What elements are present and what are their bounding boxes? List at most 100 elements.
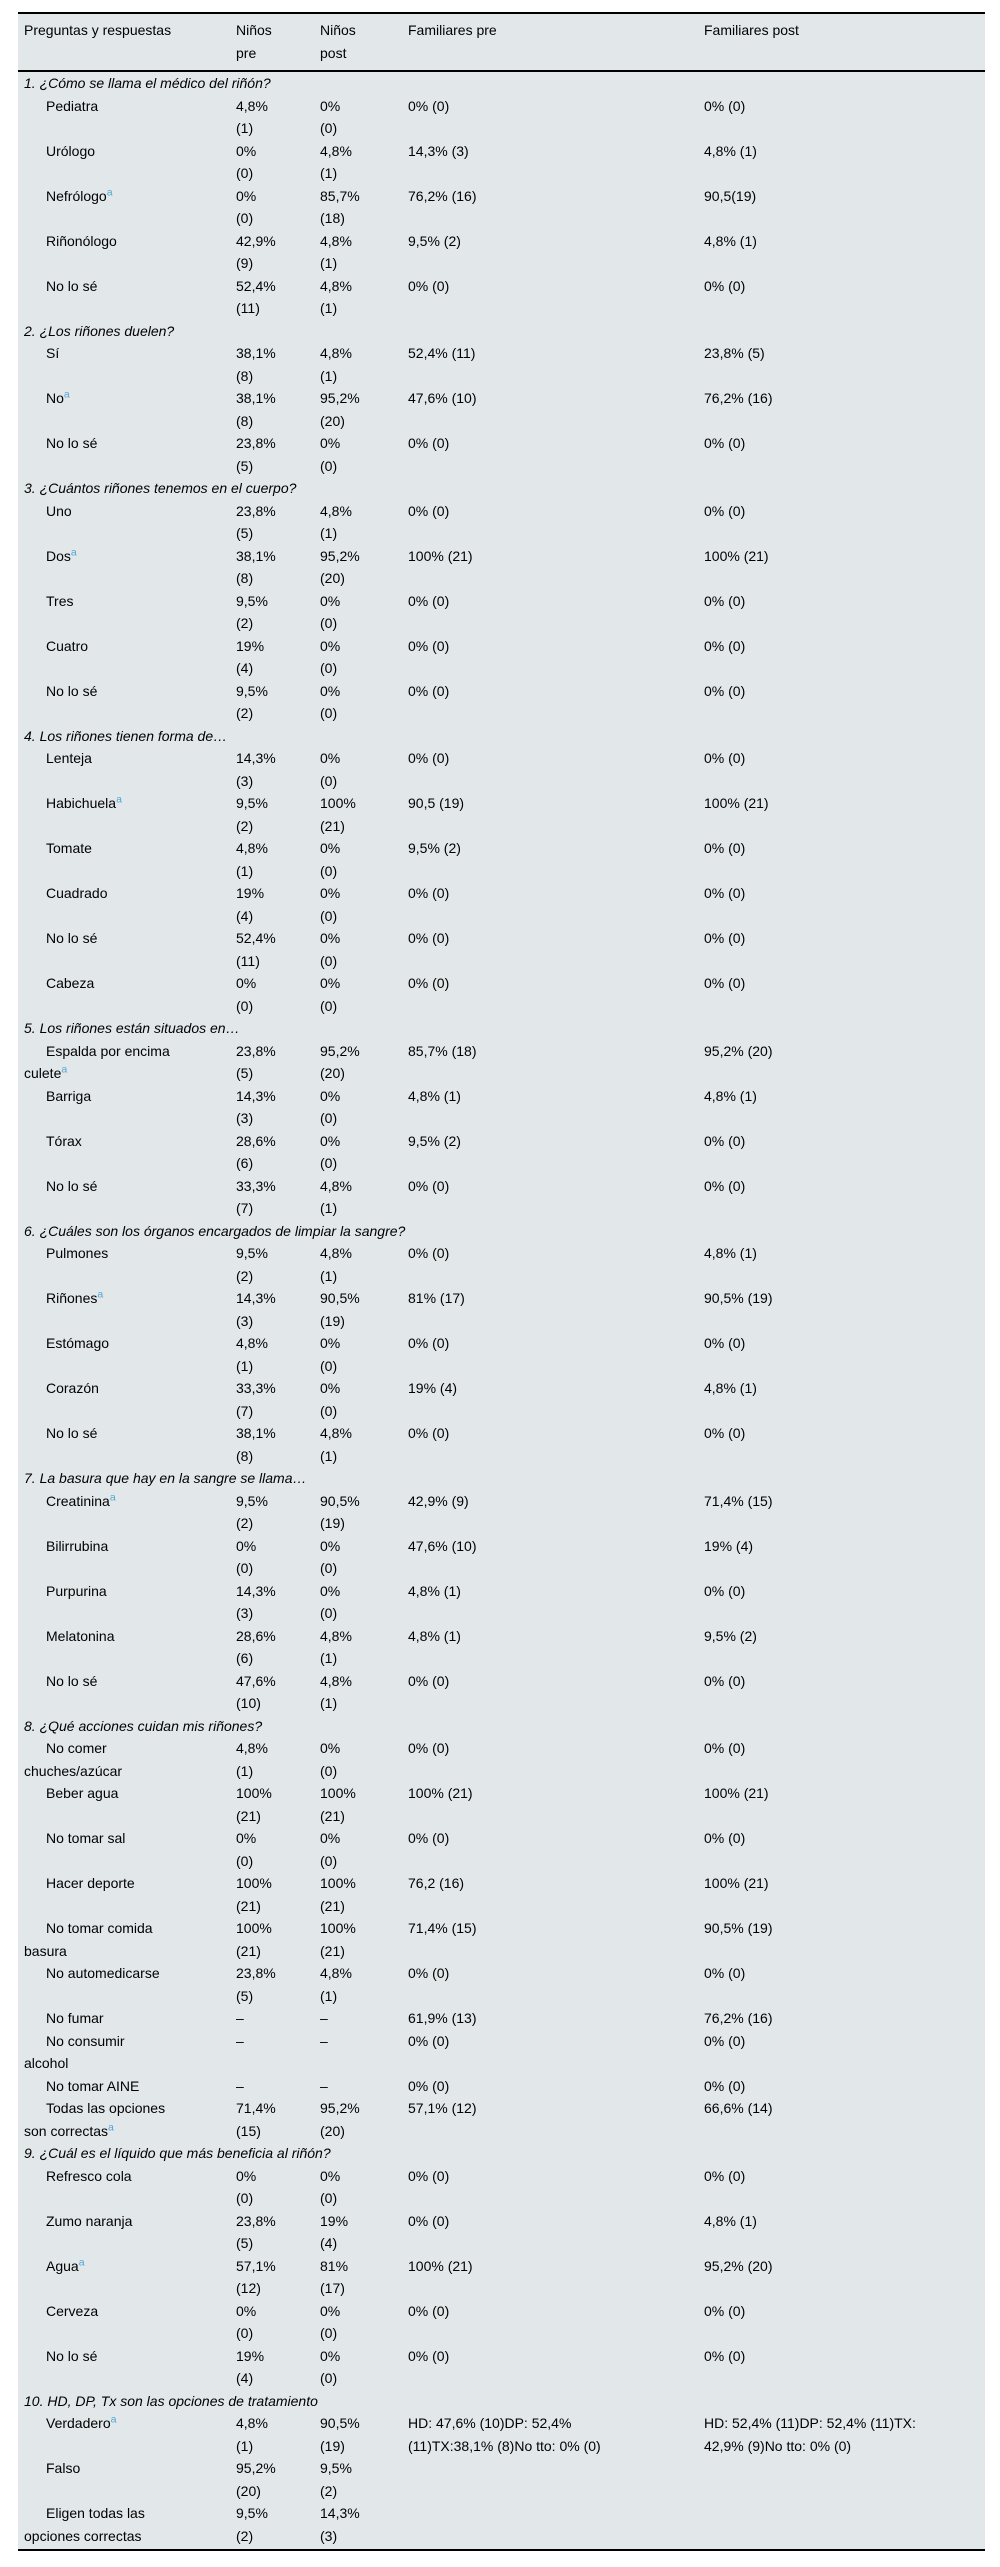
cell-familiares-post: 4,8% (1) (704, 1380, 757, 1396)
answer-label: Cuatro (46, 637, 89, 654)
cell-ninos-post: 90,5% (19) (320, 1290, 360, 1329)
answer-label: Aguaa (46, 2255, 85, 2274)
answer-row: Cuatro 19% (4) 0% (0) 0% (0) 0% (0) (18, 635, 985, 680)
cell-ninos-pre: 4,8% (1) (236, 2415, 268, 2454)
answer-label: No lo sé (46, 435, 98, 451)
answer-row: Creatininaa 9,5% (2) 90,5% (19) 42,9% (9) 71… (18, 1490, 985, 1535)
cell-familiares-pre: 47,6% (10) (408, 390, 477, 406)
cell-ninos-pre: 14,3% (3) (236, 750, 276, 789)
answer-row: Todas las opciones son correctasa 71,4% (… (18, 2097, 985, 2142)
question-row: 6. ¿Cuáles son los órganos encargados de… (24, 1222, 406, 1239)
cell-familiares-pre: 76,2% (16) (408, 187, 477, 204)
answer-label: Falso (46, 2460, 81, 2476)
cell-ninos-post: 0% (0) (320, 1132, 341, 1172)
cell-familiares-post: 0% (0) (704, 2167, 746, 2184)
answer-label: Hacer deporte (46, 1875, 135, 1891)
cell-ninos-post: – (320, 2032, 328, 2049)
cell-familiares-post: 0% (0) (704, 1830, 746, 1846)
cell-familiares-pre: 0% (0) (408, 885, 450, 901)
cell-familiares-pre: 0% (0) (408, 2167, 450, 2184)
cell-familiares-post: 4,8% (1) (704, 232, 757, 249)
cell-ninos-pre: 9,5% (2) (236, 592, 268, 632)
cell-familiares-post: 100% (21) (704, 547, 769, 564)
answer-label: Tórax (46, 1132, 82, 1149)
cell-familiares-pre: 100% (21) (408, 2257, 473, 2274)
cell-ninos-post: 0% (0) (320, 682, 341, 722)
cell-familiares-pre: 0% (0) (408, 1425, 450, 1441)
cell-ninos-pre: 33,3% (7) (236, 1177, 276, 1217)
cell-ninos-post: 4,8% (1) (320, 142, 352, 182)
answer-label: Refresco cola (46, 2167, 132, 2184)
cell-ninos-pre: 0% (0) (236, 2167, 257, 2207)
answer-row: Habichuelaa 9,5% (2) 100% (21) 90,5 (19) 100… (18, 792, 985, 837)
cell-familiares-post: 0% (0) (704, 1965, 746, 1981)
cell-familiares-pre: 100% (21) (408, 1785, 473, 1801)
cell-ninos-post: 85,7% (18) (320, 187, 360, 227)
column-header-ninos-post: Niños post (320, 22, 356, 61)
cell-familiares-post: 23,8% (5) (704, 345, 765, 361)
answer-row: No lo sé 47,6% (10) 4,8% (1) 0% (0) 0% (0) (18, 1670, 985, 1715)
answer-label: No lo sé (46, 1672, 98, 1689)
cell-ninos-pre: 38,1% (8) (236, 345, 276, 384)
cell-ninos-pre: 19% (4) (236, 637, 265, 677)
footnote-marker: a (97, 1288, 104, 1301)
cell-familiares-post: 0% (0) (704, 1335, 746, 1351)
cell-familiares-post: 4,8% (1) (704, 1087, 757, 1104)
answer-label: No comer chuches/azúcar (24, 1740, 123, 1779)
cell-familiares-post: 0% (0) (704, 840, 746, 856)
cell-familiares-post: 0% (0) (704, 637, 746, 654)
answer-row: Purpurina 14,3% (3) 0% (0) 4,8% (1) 0% (0) (18, 1580, 985, 1625)
cell-familiares-post: 4,8% (1) (704, 142, 757, 159)
answer-label: Barriga (46, 1087, 92, 1104)
cell-familiares-post: 9,5% (2) (704, 1627, 757, 1644)
cell-ninos-pre: 0% (0) (236, 1537, 257, 1577)
answer-label: Zumo naranja (46, 2212, 133, 2229)
cell-familiares-post: 0% (0) (704, 277, 746, 294)
cell-ninos-post: 4,8% (1) (320, 1177, 352, 1217)
answer-row: No automedicarse 23,8% (5) 4,8% (1) 0% (0) 0… (18, 1962, 985, 2007)
cell-ninos-pre: 38,1% (8) (236, 390, 276, 429)
question-row: 1. ¿Cómo se llama el médico del riñón? (24, 75, 271, 91)
cell-ninos-pre: 23,8% (5) (236, 435, 276, 474)
cell-ninos-pre: 23,8% (5) (236, 1965, 276, 2004)
answer-label: Melatonina (46, 1627, 115, 1644)
cell-ninos-post: 0% (0) (320, 637, 341, 677)
cell-ninos-post: 95,2% (20) (320, 1042, 360, 1082)
footnote-marker: a (116, 793, 122, 806)
cell-ninos-pre: 19% (4) (236, 2347, 265, 2387)
cell-familiares-pre: 0% (0) (408, 1965, 450, 1981)
footnote-marker: a (63, 388, 70, 401)
cell-familiares-pre: 4,8% (1) (408, 1627, 461, 1644)
table-header-row: Preguntas y respuestas Niños pre Niños p… (18, 14, 985, 72)
cell-ninos-post: 0% (0) (320, 2347, 341, 2387)
cell-ninos-post: 100% (21) (320, 1920, 356, 1959)
cell-ninos-post: 90,5% (19) (320, 2415, 360, 2454)
cell-familiares-pre: 0% (0) (408, 502, 450, 519)
question-row: 3. ¿Cuántos riñones tenemos en el cuerpo… (24, 480, 297, 496)
question-row: 9. ¿Cuál es el líquido que más beneficia… (24, 2145, 331, 2161)
answer-row: No lo sé 23,8% (5) 0% (0) 0% (0) 0% (0) (18, 432, 985, 477)
cell-ninos-pre: 33,3% (7) (236, 1380, 276, 1419)
answer-row: No tomar comida basura 100% (21) 100% (21)… (18, 1917, 985, 1962)
cell-ninos-post: 95,2% (20) (320, 547, 360, 587)
cell-familiares-post: 66,6% (14) (704, 2100, 773, 2116)
cell-ninos-pre: 9,5% (2) (236, 682, 268, 722)
column-header-familiares-pre: Familiares pre (408, 22, 497, 38)
cell-ninos-post: 90,5% (19) (320, 1492, 360, 1532)
cell-ninos-post: 0% (0) (320, 1087, 341, 1127)
answer-label: Creatininaa (46, 1490, 116, 1509)
column-header-familiares-post: Familiares post (704, 22, 799, 38)
answer-label: Lenteja (46, 750, 92, 766)
cell-familiares-pre: 81% (17) (408, 1290, 465, 1306)
cell-ninos-pre: 23,8% (5) (236, 1042, 276, 1082)
answer-label: Eligen todas las opciones correctas (24, 2505, 145, 2544)
answer-row: Pulmones 9,5% (2) 4,8% (1) 0% (0) 4,8% (1) (18, 1242, 985, 1287)
answer-row: No lo sé 19% (4) 0% (0) 0% (0) 0% (0) (18, 2345, 985, 2390)
footnote-marker: a (110, 2413, 117, 2426)
cell-familiares-pre: 42,9% (9) (408, 1492, 469, 1509)
cell-familiares-post: 76,2% (16) (704, 2010, 773, 2026)
answer-label: Riñonesa (46, 1288, 104, 1306)
answer-label: Espalda por encima culetea (24, 1042, 170, 1082)
cell-ninos-pre: 38,1% (8) (236, 1425, 276, 1464)
answer-row: Nefrólogoa 0% (0) 85,7% (18) 76,2% (16) 90,5… (18, 185, 985, 230)
